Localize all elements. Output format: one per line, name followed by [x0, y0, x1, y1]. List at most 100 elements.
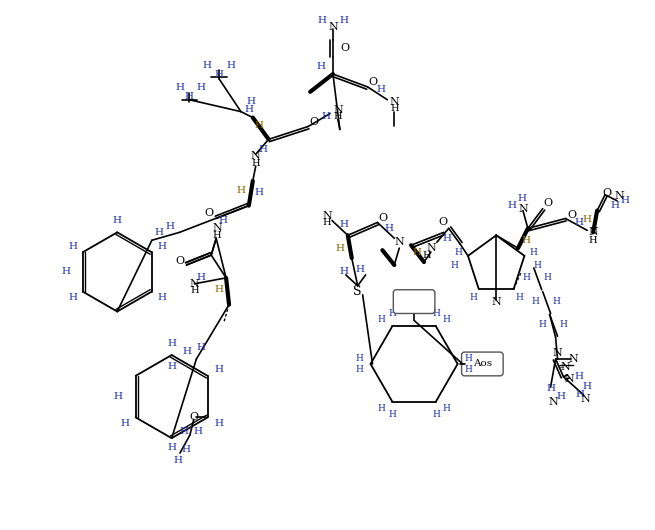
Text: H: H: [388, 410, 396, 419]
Text: H: H: [385, 224, 394, 233]
Text: H: H: [442, 234, 451, 243]
Text: H: H: [203, 60, 212, 69]
Text: H: H: [113, 216, 122, 225]
Text: H: H: [120, 419, 129, 428]
Text: O: O: [543, 198, 552, 208]
Text: N: N: [212, 223, 222, 233]
Text: H: H: [333, 112, 342, 121]
Text: H: H: [165, 222, 174, 231]
Text: Aos: Aos: [405, 297, 424, 306]
Text: H: H: [339, 16, 348, 25]
Text: N: N: [518, 204, 528, 214]
Text: H: H: [190, 286, 198, 295]
Text: N: N: [553, 348, 563, 358]
Text: H: H: [455, 248, 462, 257]
Text: H: H: [254, 188, 263, 197]
Text: H: H: [523, 273, 531, 282]
Text: H: H: [443, 315, 451, 324]
Text: H: H: [182, 347, 191, 356]
Text: S: S: [354, 285, 362, 298]
Text: H: H: [219, 216, 227, 225]
Text: H: H: [432, 410, 440, 419]
Text: H: H: [553, 297, 561, 306]
Text: O: O: [205, 208, 214, 217]
Text: H: H: [323, 218, 331, 227]
Text: O: O: [340, 43, 349, 54]
Text: H: H: [157, 242, 166, 251]
Text: N: N: [569, 354, 578, 364]
Text: H: H: [254, 121, 263, 130]
Text: H: H: [227, 60, 236, 69]
Text: H: H: [167, 339, 176, 348]
Text: H: H: [197, 273, 206, 282]
Text: H: H: [355, 266, 364, 275]
Text: H: H: [339, 268, 348, 277]
Text: H: H: [356, 354, 364, 363]
Text: H: H: [589, 236, 597, 245]
Text: H: H: [316, 61, 326, 70]
Text: H: H: [167, 363, 176, 372]
Text: N: N: [491, 297, 501, 307]
Text: H: H: [464, 354, 472, 363]
Text: H: H: [197, 342, 206, 351]
Text: N: N: [328, 22, 338, 31]
Text: O: O: [310, 117, 319, 127]
Text: H: H: [388, 310, 396, 319]
Text: H: H: [157, 293, 166, 302]
Text: H: H: [539, 320, 547, 329]
Text: N: N: [333, 104, 343, 114]
FancyBboxPatch shape: [393, 290, 435, 313]
Text: N: N: [322, 210, 332, 220]
Text: N: N: [394, 237, 404, 247]
Text: H: H: [464, 365, 472, 374]
Text: H: H: [335, 244, 345, 253]
Text: O: O: [175, 256, 184, 266]
Text: O: O: [603, 188, 612, 198]
Text: H: H: [413, 248, 422, 257]
Text: H: H: [185, 92, 194, 101]
Text: H: H: [532, 297, 540, 306]
Text: H: H: [559, 320, 567, 329]
Text: H: H: [155, 228, 163, 237]
Text: N: N: [390, 97, 399, 107]
Text: H: H: [610, 201, 620, 210]
Text: H: H: [556, 392, 565, 401]
Text: H: H: [339, 220, 348, 229]
Text: H: H: [422, 251, 431, 260]
Text: H: H: [322, 112, 331, 121]
Text: H: H: [68, 293, 77, 302]
Text: N: N: [561, 362, 571, 372]
Text: H: H: [356, 365, 364, 374]
Text: H: H: [214, 365, 223, 374]
Text: H: H: [544, 273, 552, 282]
Text: H: H: [530, 248, 538, 257]
Text: H: H: [390, 104, 399, 113]
Text: H: H: [174, 456, 183, 465]
Text: Aos: Aos: [473, 359, 492, 368]
Text: O: O: [379, 213, 388, 223]
Text: N: N: [614, 191, 624, 201]
Text: H: H: [432, 310, 440, 319]
FancyBboxPatch shape: [462, 352, 503, 376]
Text: H: H: [215, 285, 223, 294]
Text: H: H: [114, 392, 122, 401]
Text: H: H: [181, 445, 191, 454]
Text: H: H: [469, 293, 477, 302]
Text: H: H: [213, 231, 221, 240]
Text: O: O: [189, 412, 198, 422]
Text: H: H: [244, 105, 253, 114]
Text: H: H: [378, 315, 386, 324]
Text: H: H: [179, 427, 189, 436]
Text: O: O: [568, 209, 577, 219]
Text: N: N: [549, 396, 559, 407]
Text: H: H: [534, 261, 542, 269]
Text: H: H: [246, 97, 255, 106]
Text: H: H: [68, 242, 77, 251]
Text: N: N: [588, 227, 598, 237]
Text: H: H: [583, 215, 591, 224]
Text: H: H: [517, 194, 527, 203]
Text: H: H: [258, 145, 267, 154]
Text: H: H: [576, 390, 585, 399]
Text: =: =: [557, 363, 564, 371]
Text: O: O: [438, 217, 447, 227]
